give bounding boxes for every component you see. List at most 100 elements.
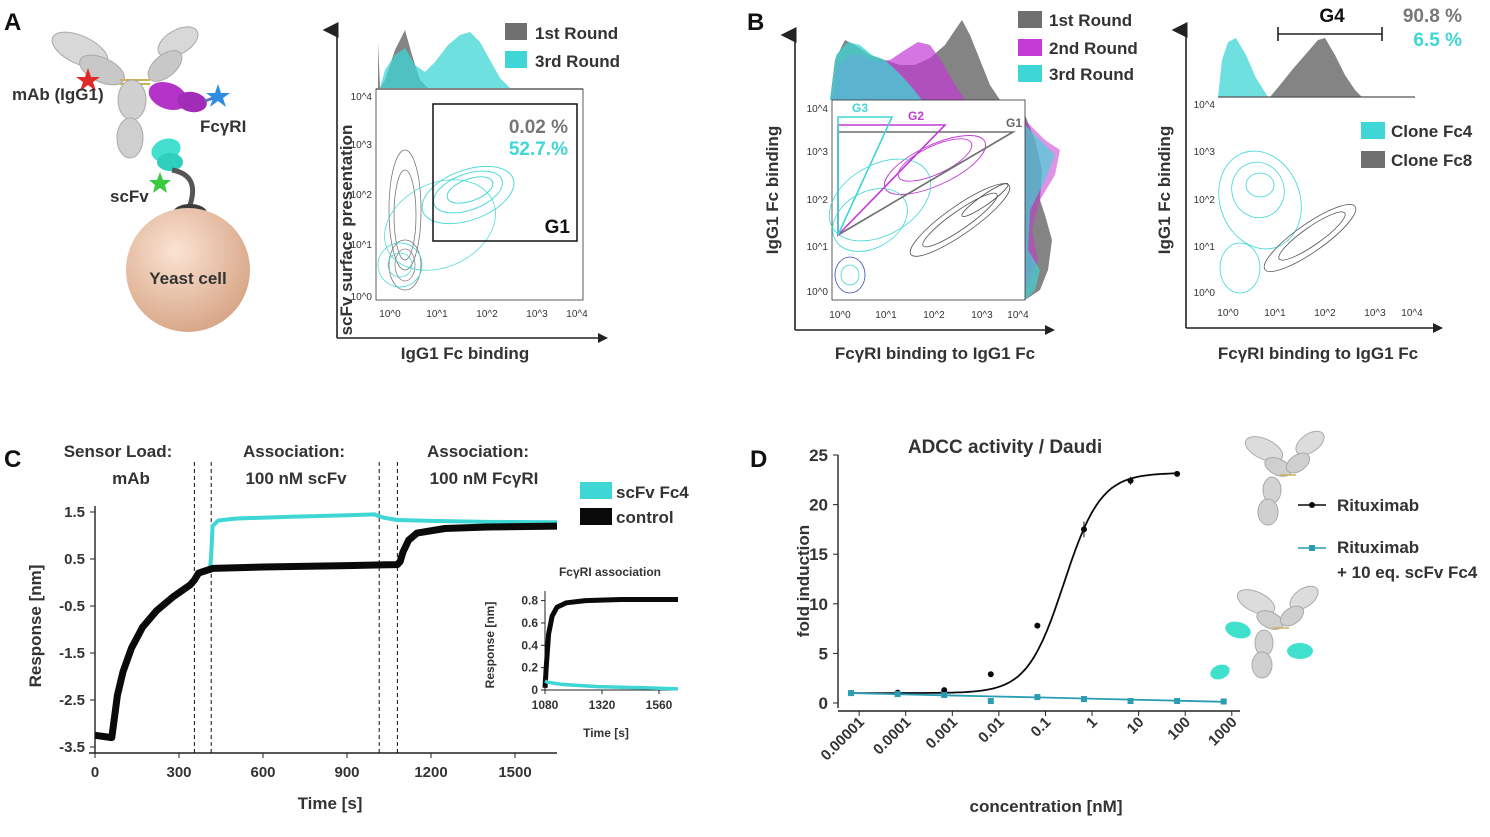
d-series-0-point-5 <box>1080 526 1087 533</box>
schematic: mAb (IgG1) FcγRI scFv Yeast cell <box>12 26 250 332</box>
b2-xtick-0: 10^0 <box>1217 308 1239 319</box>
b1-ytick-1: 10^1 <box>807 242 829 253</box>
b1-legend-2: 3rd Round <box>1049 65 1134 84</box>
c-series-1-line <box>94 522 558 742</box>
d-series-0-point-6 <box>1127 477 1134 484</box>
b1-gate-g1-label: G1 <box>1006 116 1022 130</box>
c-inset-ytick-0: 0 <box>531 683 538 697</box>
d-series-0-fit <box>851 472 1178 694</box>
a-legend-1: 3rd Round <box>535 52 620 71</box>
b2-x-arrow <box>1433 323 1443 333</box>
d-legend-marker-1 <box>1309 545 1315 551</box>
d-series-1-point-4 <box>1034 694 1041 701</box>
a-gate-name: G1 <box>545 217 571 238</box>
a-legend-swatch-1 <box>505 51 527 68</box>
b1-gate-g3 <box>837 116 894 236</box>
a-xlabel: IgG1 Fc binding <box>401 344 529 363</box>
c-inset-title: FcγRI association <box>559 565 661 579</box>
d-legend-2: + 10 eq. scFv Fc4 <box>1337 563 1478 582</box>
chart-b2 <box>1171 22 1443 333</box>
d-series-1-point-6 <box>1127 698 1134 705</box>
b2-legend-swatch-0 <box>1361 122 1385 139</box>
c-xtick-5: 1500 <box>498 764 531 781</box>
d-xtick-1: 0.0001 <box>870 714 914 758</box>
a-gate-g1 <box>432 103 578 242</box>
b1-ytick-4: 10^4 <box>807 104 829 115</box>
d-series-1-point-8 <box>1220 698 1227 705</box>
c-inset-xtick-1: 1320 <box>589 698 616 712</box>
a-ytick-3: 10^3 <box>351 140 373 151</box>
d-legend-marker-0 <box>1309 502 1315 508</box>
c-xtick-2: 600 <box>250 764 275 781</box>
b2-legend-swatch-1 <box>1361 151 1385 168</box>
b1-gate-g2-label: G2 <box>908 109 924 123</box>
a-plot-frame <box>375 88 584 301</box>
b1-x-arrow <box>1045 325 1055 335</box>
d-series-1-point-1 <box>894 691 901 698</box>
c-inset-xlabel: Time [s] <box>583 726 629 740</box>
d-ytick-0: 0 <box>819 694 828 713</box>
c-legend-0: scFv Fc4 <box>616 483 689 502</box>
b1-legend-swatch-2 <box>1018 65 1042 82</box>
d-antibody-icon-1 <box>1244 430 1325 526</box>
b1-legend-swatch-0 <box>1018 11 1042 28</box>
d-series-1-point-3 <box>987 698 994 705</box>
c-inset-ytick-4: 0.8 <box>521 594 538 608</box>
a-xtick-1: 10^1 <box>426 309 448 320</box>
c-inset-ytick-3: 0.6 <box>521 616 538 630</box>
panel-letter-c: C <box>4 446 21 473</box>
fcgr-label: FcγRI <box>200 117 246 136</box>
b1-xtick-3: 10^3 <box>971 310 993 321</box>
b1-xtick-4: 10^4 <box>1007 310 1029 321</box>
a-ytick-2: 10^2 <box>351 190 373 201</box>
b1-xtick-0: 10^0 <box>829 310 851 321</box>
b2-gate-name: G4 <box>1319 6 1345 27</box>
d-series-1-point-0 <box>848 690 855 697</box>
c-ytick-2: -1.5 <box>59 645 85 662</box>
b2-gate-pct-fc8: 90.8 % <box>1403 6 1462 27</box>
c-series-0-line <box>207 512 558 574</box>
mab-label: mAb (IgG1) <box>12 85 104 104</box>
b1-xtick-1: 10^1 <box>875 310 897 321</box>
c-phase-2: Association: <box>243 442 345 461</box>
c-phase-5: 100 nM FcγRI <box>430 469 539 488</box>
d-title: ADCC activity / Daudi <box>908 437 1102 458</box>
chart-c-inset: 0 0.2 0.4 0.6 0.8 1080 1320 1560 <box>521 591 679 712</box>
b2-legend-1: Clone Fc8 <box>1391 151 1472 170</box>
b1-xlabel: FcγRI binding to IgG1 Fc <box>835 344 1035 363</box>
c-inset-series-1-line <box>544 679 679 691</box>
d-series-0-point-3 <box>987 671 994 678</box>
c-ytick-0: -3.5 <box>59 739 85 756</box>
b1-legend-1: 2nd Round <box>1049 39 1138 58</box>
a-ytick-4: 10^4 <box>351 92 373 103</box>
d-ytick-2: 10 <box>809 595 828 614</box>
d-xlabel: concentration [nM] <box>970 797 1123 816</box>
c-inset-ylabel: Response [nm] <box>483 602 497 689</box>
b1-ylabel: IgG1 Fc binding <box>763 126 782 254</box>
c-ytick-3: -0.5 <box>59 598 85 615</box>
antibody-illustration <box>51 26 250 332</box>
yeast-label: Yeast cell <box>149 269 227 288</box>
b2-gate-pct-fc4: 6.5 % <box>1413 30 1462 51</box>
b2-xtick-1: 10^1 <box>1264 308 1286 319</box>
b1-ytick-3: 10^3 <box>807 147 829 158</box>
c-ytick-5: 1.5 <box>64 504 85 521</box>
b2-ytick-2: 10^2 <box>1194 195 1216 206</box>
d-xtick-7: 100 <box>1164 714 1194 744</box>
a-contours <box>377 149 515 291</box>
d-xtick-2: 0.001 <box>923 714 962 753</box>
d-series-1-point-7 <box>1174 698 1181 705</box>
b1-gate-g3-label: G3 <box>852 101 868 115</box>
a-xtick-4: 10^4 <box>566 309 588 320</box>
a-xtick-0: 10^0 <box>379 309 401 320</box>
chart-d: 0 5 10 15 20 25 0.00001 0.0001 0.001 0.01 0.1 1 10 10… <box>809 446 1241 764</box>
panel-letter-b: B <box>747 9 764 36</box>
d-antibody-icon-2 <box>1210 585 1319 680</box>
b2-ytick-4: 10^4 <box>1194 100 1216 111</box>
c-inset-xtick-0: 1080 <box>532 698 559 712</box>
b1-legend-0: 1st Round <box>1049 11 1132 30</box>
b1-rhist-round3 <box>1025 125 1055 300</box>
d-legend-1: Rituximab <box>1337 538 1419 557</box>
d-ylabel: fold induction <box>794 525 813 637</box>
c-ylabel: Response [nm] <box>26 565 45 688</box>
